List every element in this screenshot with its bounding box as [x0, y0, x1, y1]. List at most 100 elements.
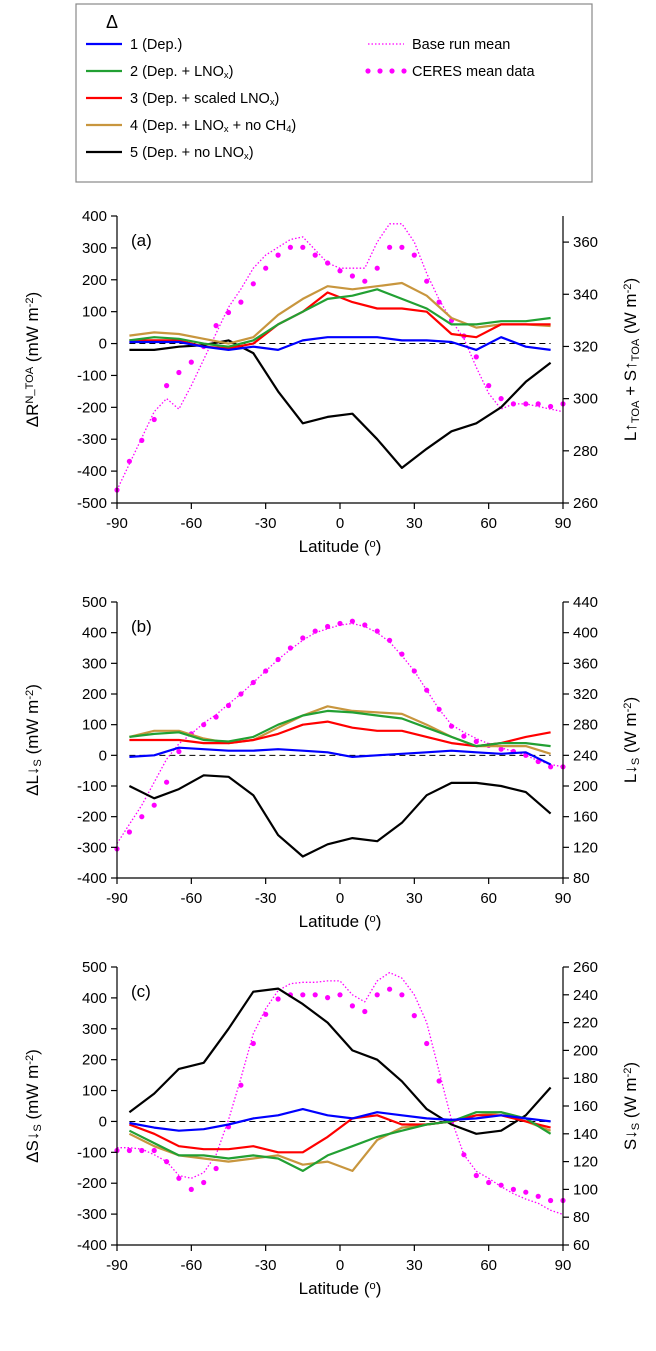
y-left-tick-label: 100	[82, 717, 107, 734]
legend-entry-s1: 1 (Dep.)	[86, 37, 182, 53]
point-ceres	[510, 1186, 516, 1192]
point-ceres	[275, 996, 281, 1002]
y-left-tick-label: 100	[82, 1083, 107, 1100]
y-right-tick-label: 260	[573, 495, 598, 512]
legend-entry-s2: 2 (Dep. + LNOx)	[86, 64, 233, 80]
legend-label-s3: 3 (Dep. + scaled LNOx)	[130, 91, 279, 107]
x-tick-label: -60	[180, 1257, 202, 1274]
point-ceres	[275, 252, 281, 258]
panel-0: -500-400-300-200-10001002003004002602803…	[23, 208, 642, 556]
point-ceres	[461, 1152, 467, 1158]
y-right-tick-label: 80	[573, 1209, 590, 1226]
y-left-tick-label: -200	[77, 809, 107, 826]
y-left-tick-label: 100	[82, 304, 107, 321]
point-ceres	[411, 1013, 417, 1019]
point-ceres	[473, 738, 479, 745]
panel-label: (b)	[131, 617, 152, 636]
point-ceres	[312, 628, 318, 634]
point-ceres	[300, 635, 306, 641]
point-ceres	[349, 1003, 355, 1009]
legend-frame	[75, 3, 593, 183]
point-ceres	[349, 618, 355, 624]
y-right-tick-label: 160	[573, 1098, 598, 1115]
point-ceres	[486, 383, 492, 389]
legend-entry-s5: 5 (Dep. + no LNOx)	[86, 145, 254, 161]
y-right-tick-label: 320	[573, 338, 598, 355]
legend-label-s1: 1 (Dep.)	[130, 37, 182, 53]
point-ceres	[250, 1040, 256, 1047]
x-tick-label: 90	[555, 1257, 572, 1274]
y-right-tick-label: 360	[573, 655, 598, 672]
point-ceres	[548, 764, 554, 770]
y-right-axis-label: L↓S (W m-2)	[621, 697, 642, 783]
legend-label-ceres: CERES mean data	[412, 64, 535, 80]
point-ceres	[201, 722, 207, 728]
point-ceres	[399, 992, 405, 998]
series-base	[116, 223, 564, 491]
point-ceres	[337, 620, 343, 627]
series-ceres	[114, 986, 566, 1204]
point-ceres	[325, 623, 331, 630]
series-s5	[129, 339, 552, 469]
point-ceres	[535, 1193, 541, 1199]
y-right-tick-label: 120	[573, 839, 598, 856]
point-ceres	[374, 628, 380, 634]
point-ceres	[486, 1179, 492, 1186]
panel-2: -400-300-200-100010020030040050060801001…	[23, 959, 642, 1298]
point-ceres	[374, 265, 380, 271]
point-ceres	[548, 1197, 554, 1204]
point-ceres	[325, 260, 331, 266]
legend-entry-ceres: CERES mean data	[365, 64, 535, 80]
y-right-tick-label: 240	[573, 987, 598, 1004]
point-ceres	[164, 383, 170, 389]
point-ceres	[399, 651, 405, 657]
point-ceres	[300, 992, 306, 998]
point-ceres	[411, 252, 417, 258]
point-ceres	[213, 714, 219, 720]
legend-entry-base: Base run mean	[368, 37, 510, 53]
x-tick-label: 0	[336, 890, 344, 907]
y-right-axis-label: L↑TOA + S↑TOA (W m-2)	[621, 278, 642, 441]
x-tick-label: 30	[406, 890, 423, 907]
x-tick-label: -30	[255, 1257, 277, 1274]
legend-entry-s3: 3 (Dep. + scaled LNOx)	[86, 91, 279, 107]
point-ceres	[225, 309, 232, 316]
y-left-tick-label: 500	[82, 594, 107, 611]
series-s1	[129, 1108, 551, 1132]
point-ceres	[263, 668, 269, 674]
point-ceres	[362, 622, 368, 628]
point-ceres	[523, 401, 529, 407]
y-left-axis-label: ΔRN_TOA (mW m-2)	[23, 292, 42, 427]
point-ceres	[250, 281, 256, 287]
point-ceres	[238, 1082, 244, 1088]
point-ceres	[151, 802, 157, 808]
y-left-tick-label: -500	[77, 495, 107, 512]
point-ceres	[151, 1147, 157, 1154]
y-right-tick-label: 320	[573, 686, 598, 703]
legend-title: Δ	[106, 12, 118, 32]
point-ceres	[312, 252, 318, 258]
point-ceres	[448, 723, 455, 729]
y-right-tick-label: 60	[573, 1237, 590, 1254]
y-left-tick-label: -200	[77, 1175, 107, 1192]
point-ceres	[399, 244, 405, 250]
x-tick-label: 30	[406, 515, 423, 532]
point-ceres	[535, 401, 541, 407]
point-ceres	[263, 265, 269, 271]
point-ceres	[436, 299, 442, 305]
y-left-tick-label: 300	[82, 240, 107, 257]
y-left-tick-label: -200	[77, 399, 107, 416]
point-ceres	[312, 992, 318, 998]
y-left-tick-label: 0	[99, 747, 107, 764]
y-left-axis-label: ΔS↓S (mW m-2)	[23, 1049, 44, 1163]
point-ceres	[387, 986, 393, 992]
y-left-axis-label: ΔL↓S (mW m-2)	[23, 684, 44, 796]
x-tick-label: -60	[180, 890, 202, 907]
point-ceres	[424, 1040, 430, 1047]
x-tick-label: -90	[106, 1257, 128, 1274]
y-right-tick-label: 220	[573, 1015, 598, 1032]
x-axis-label: Latitude (o)	[299, 1279, 382, 1298]
series-s1	[129, 746, 552, 766]
panel-1: -400-300-200-100010020030040050080120160…	[23, 594, 642, 931]
